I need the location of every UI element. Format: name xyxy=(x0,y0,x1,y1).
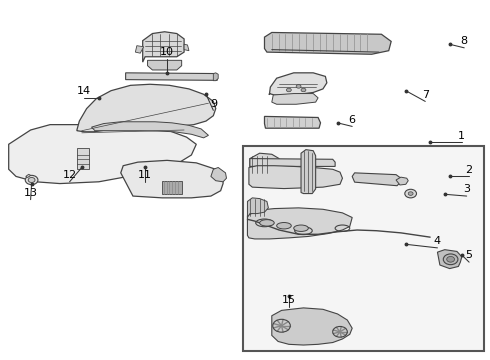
Polygon shape xyxy=(250,158,335,166)
Ellipse shape xyxy=(277,222,291,229)
Polygon shape xyxy=(162,181,182,194)
Text: 6: 6 xyxy=(349,114,356,125)
Text: 12: 12 xyxy=(63,170,76,180)
Polygon shape xyxy=(247,208,352,239)
Polygon shape xyxy=(270,73,327,95)
Text: 1: 1 xyxy=(458,131,466,141)
Polygon shape xyxy=(272,308,352,345)
Text: 14: 14 xyxy=(77,86,91,96)
Polygon shape xyxy=(135,46,144,53)
Circle shape xyxy=(443,254,458,265)
Polygon shape xyxy=(26,174,30,177)
Polygon shape xyxy=(9,125,196,184)
Circle shape xyxy=(408,192,413,195)
Circle shape xyxy=(28,177,35,183)
Circle shape xyxy=(287,88,291,92)
Circle shape xyxy=(405,189,416,198)
Text: 9: 9 xyxy=(210,99,217,109)
Text: 13: 13 xyxy=(24,188,38,198)
Bar xyxy=(77,148,89,169)
Text: 3: 3 xyxy=(463,184,470,194)
Polygon shape xyxy=(249,166,343,189)
Polygon shape xyxy=(184,44,189,51)
Text: 8: 8 xyxy=(461,36,468,46)
Polygon shape xyxy=(77,84,216,132)
Bar xyxy=(243,146,484,351)
Polygon shape xyxy=(250,153,279,174)
Polygon shape xyxy=(143,32,184,62)
Polygon shape xyxy=(396,177,408,185)
Polygon shape xyxy=(92,122,208,138)
Ellipse shape xyxy=(260,220,274,226)
Polygon shape xyxy=(265,32,391,54)
Polygon shape xyxy=(211,167,226,182)
Polygon shape xyxy=(247,198,269,217)
Polygon shape xyxy=(121,160,223,198)
Polygon shape xyxy=(147,60,182,70)
Text: 11: 11 xyxy=(138,170,152,180)
Text: 4: 4 xyxy=(434,236,441,246)
Polygon shape xyxy=(272,94,318,104)
Ellipse shape xyxy=(294,225,308,231)
Circle shape xyxy=(301,88,306,92)
Circle shape xyxy=(296,85,301,88)
Polygon shape xyxy=(125,73,217,80)
Polygon shape xyxy=(301,150,316,194)
Polygon shape xyxy=(213,73,218,81)
Circle shape xyxy=(25,175,38,185)
Polygon shape xyxy=(438,249,462,269)
Text: 5: 5 xyxy=(466,250,473,260)
Polygon shape xyxy=(352,173,401,186)
Circle shape xyxy=(447,256,455,262)
Text: 2: 2 xyxy=(466,165,473,175)
Text: 15: 15 xyxy=(282,295,296,305)
Text: 10: 10 xyxy=(160,47,174,57)
Polygon shape xyxy=(265,116,320,128)
Text: 7: 7 xyxy=(422,90,429,100)
